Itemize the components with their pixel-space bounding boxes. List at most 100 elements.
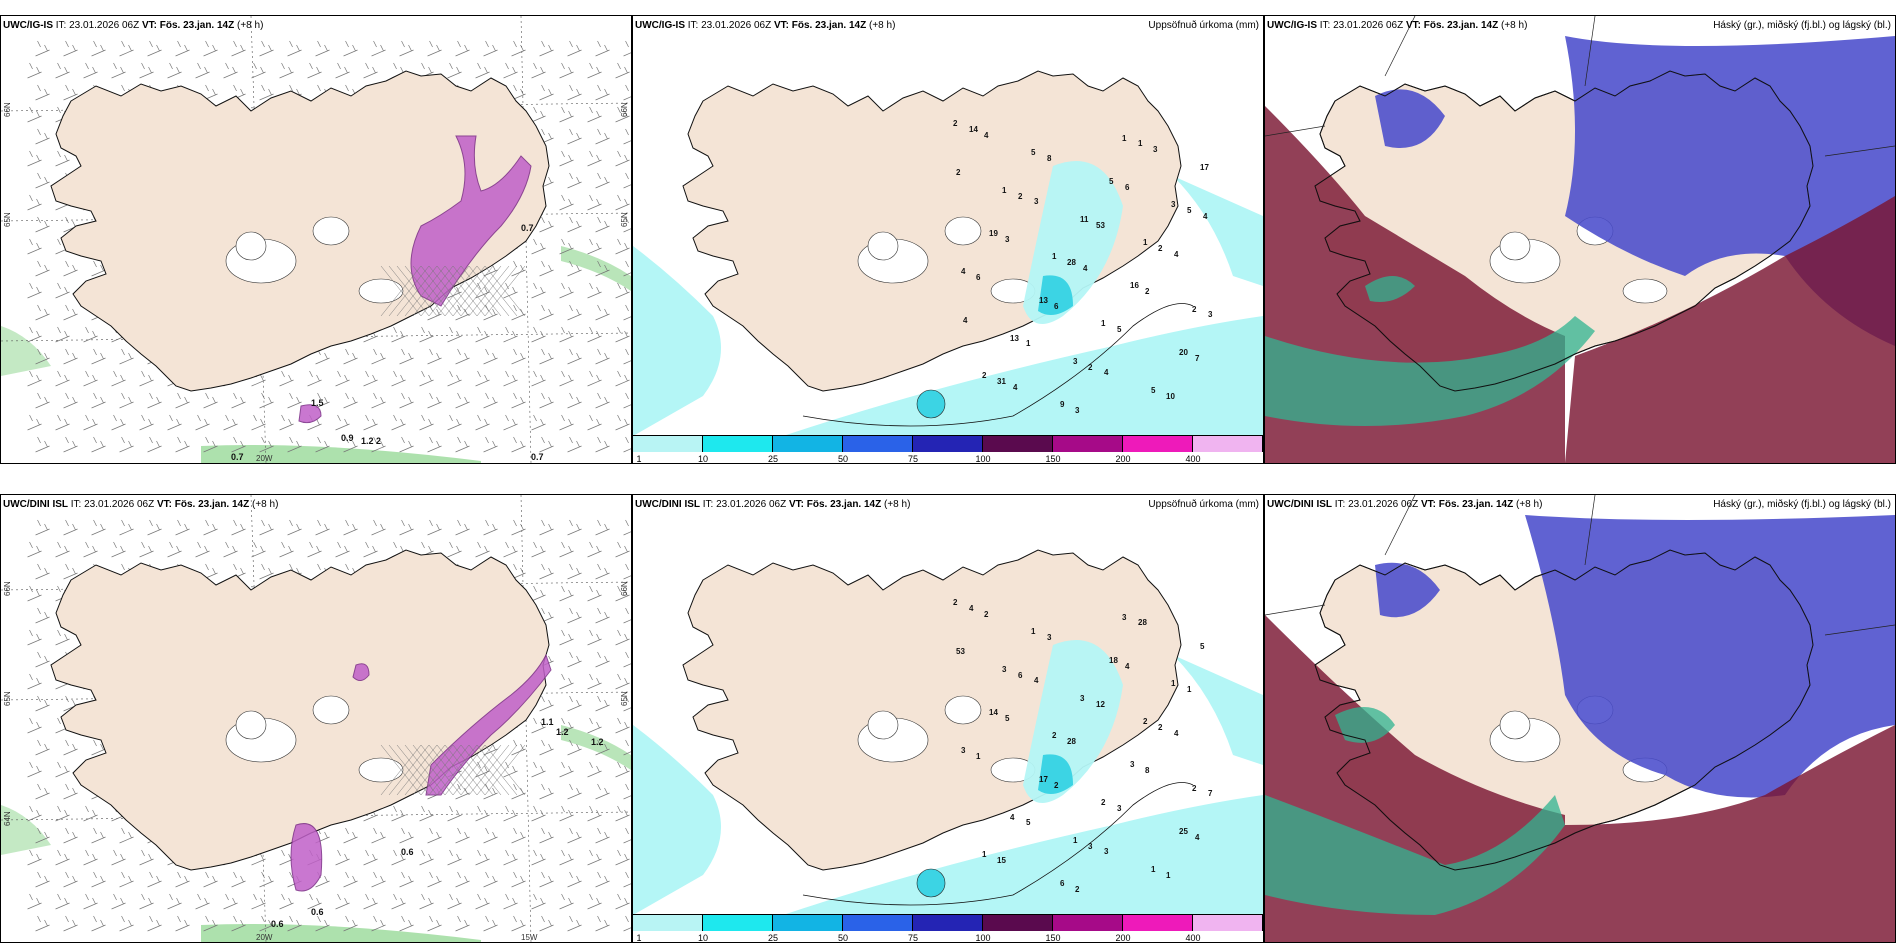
precip-value-label: 4 xyxy=(1083,264,1088,273)
wind-value-label: 1.2 xyxy=(556,727,569,737)
legend-tick: 10 xyxy=(697,933,709,943)
precip-value-label: 3 xyxy=(1171,200,1176,209)
axis-label: 65N xyxy=(3,691,12,706)
precip-value-label: 4 xyxy=(1174,729,1179,738)
legend-tick: 25 xyxy=(767,933,779,943)
precip-value-label: 10 xyxy=(1166,392,1175,401)
precip-value-label: 2 xyxy=(1158,244,1163,253)
precip-value-label: 28 xyxy=(1067,258,1076,267)
axis-label: 65N xyxy=(3,212,12,227)
axis-label: 66N xyxy=(3,581,12,596)
precip-panel-dini: 2 2 1 3 2 3 2 1 1 2 1 3 1 3 4 5 3 6 14 25 18 17 4 2 3 6 7 28 28 15 1 3 3… xyxy=(632,494,1264,943)
precip-value-label: 1 xyxy=(1122,134,1127,143)
axis-label: 66N xyxy=(620,581,629,596)
precip-value-label: 28 xyxy=(1067,737,1076,746)
legend-swatch xyxy=(633,435,703,452)
cloud-layers xyxy=(1265,515,1895,942)
precip-map-ig: 2131211231545111317169192051314222312831… xyxy=(633,70,1263,436)
axis-label: 20W xyxy=(256,933,273,942)
precip-value-label: 2 xyxy=(1101,798,1106,807)
precip-value-label: 1 xyxy=(982,850,987,859)
wind-value-label: 0.7 xyxy=(521,223,534,233)
iceland-landmass xyxy=(50,549,550,871)
precip-value-label: 1 xyxy=(1171,679,1176,688)
precip-value-label: 4 xyxy=(1174,250,1179,259)
wind-value-label: 1.1 xyxy=(541,717,554,727)
precip-value-label: 3 xyxy=(1130,760,1135,769)
axis-label: 65N xyxy=(620,212,629,227)
precip-value-label: 5 xyxy=(1187,206,1192,215)
iceland-landmass xyxy=(682,70,1182,392)
precip-value-label: 1 xyxy=(1073,836,1078,845)
wind-value-label: 1.2 xyxy=(361,436,374,446)
precip-value-label: 31 xyxy=(997,377,1006,386)
legend-tick: 200 xyxy=(1115,454,1131,464)
precip-legend: 1 10 25 50 75 100 150 200 400 xyxy=(633,914,1263,942)
precip-value-label: 28 xyxy=(1138,618,1147,627)
precip-value-label: 2 xyxy=(1145,287,1150,296)
legend-tick: 50 xyxy=(837,933,849,943)
precip-value-label: 6 xyxy=(976,273,981,282)
precip-value-label: 15 xyxy=(997,856,1006,865)
precip-value-label: 2 xyxy=(1143,717,1148,726)
precip-value-label: 25 xyxy=(1179,827,1188,836)
legend-tick: 10 xyxy=(697,454,709,464)
precip-value-label: 11 xyxy=(1080,215,1089,224)
wind-precip-panel-ig: 0.7 1.5 0.9 1.2 2 0.7 0.7 66N 65N 20W 66N 65N UWC/I… xyxy=(0,15,632,464)
precip-value-label: 1 xyxy=(1166,871,1171,880)
precip-value-label: 9 xyxy=(1060,400,1065,409)
wind-value-label: 0.6 xyxy=(311,907,324,917)
precip-value-label: 8 xyxy=(1047,154,1052,163)
precip-value-label: 14 xyxy=(989,708,998,717)
iceland-landmass xyxy=(50,70,550,392)
snowfall-areas xyxy=(298,135,532,424)
legend-tick: 200 xyxy=(1115,933,1131,943)
precip-title: Uppsöfnuð úrkoma (mm) xyxy=(1148,20,1259,31)
legend-tick: 1 xyxy=(636,933,642,943)
wind-value-label: 2 xyxy=(376,436,381,446)
cloud-panel-ig: UWC/IG-IS IT: 23.01.2026 06Z VT: Fös. 23… xyxy=(1264,15,1896,464)
legend-swatch xyxy=(773,435,843,452)
precip-value-label: 7 xyxy=(1195,354,1200,363)
precip-value-label: 4 xyxy=(961,267,966,276)
legend-tick: 75 xyxy=(907,454,919,464)
precip-value-label: 6 xyxy=(1060,879,1065,888)
precip-value-label: 2 xyxy=(956,168,961,177)
precip-value-label: 3 xyxy=(1047,633,1052,642)
precip-value-label: 3 xyxy=(1075,406,1080,415)
legend-tick: 100 xyxy=(975,454,991,464)
precip-value-label: 13 xyxy=(1039,296,1048,305)
precip-value-label: 1 xyxy=(1143,238,1148,247)
precip-value-label: 4 xyxy=(969,604,974,613)
precip-value-label: 4 xyxy=(1010,813,1015,822)
hatched-area xyxy=(380,265,526,317)
precip-value-label: 5 xyxy=(1109,177,1114,186)
precip-value-label: 5 xyxy=(1200,642,1205,651)
axis-label: 64N xyxy=(3,811,12,826)
coastline xyxy=(1314,70,1814,392)
legend-tick: 25 xyxy=(767,454,779,464)
precip-value-label: 5 xyxy=(1026,818,1031,827)
panel-title: UWC/DINI ISL IT: 23.01.2026 06Z VT: Fös.… xyxy=(635,499,911,510)
precip-value-label: 1 xyxy=(1101,319,1106,328)
precip-value-label: 2 xyxy=(1088,363,1093,372)
precip-value-label: 18 xyxy=(1109,656,1118,665)
precip-value-label: 3 xyxy=(1208,310,1213,319)
wind-value-label: 0.7 xyxy=(231,452,244,462)
precip-value-label: 12 xyxy=(1096,700,1105,709)
hatched-area xyxy=(380,744,526,796)
iceland-landmass xyxy=(682,549,1182,871)
legend-tick: 150 xyxy=(1045,454,1061,464)
axis-label: 20W xyxy=(256,454,273,463)
precip-value-label: 5 xyxy=(1005,714,1010,723)
precip-value-label: 4 xyxy=(984,131,989,140)
precip-value-label: 20 xyxy=(1179,348,1188,357)
wind-value-label: 0.6 xyxy=(271,919,284,929)
legend-swatch xyxy=(1193,914,1263,931)
precip-value-label: 2 xyxy=(1158,723,1163,732)
precip-value-label: 3 xyxy=(1034,197,1039,206)
panel-title: UWC/IG-IS IT: 23.01.2026 06Z VT: Fös. 23… xyxy=(635,20,896,31)
precip-value-label: 53 xyxy=(1096,221,1105,230)
wind-value-label: 0.6 xyxy=(401,847,414,857)
legend-tick: 400 xyxy=(1185,933,1201,943)
